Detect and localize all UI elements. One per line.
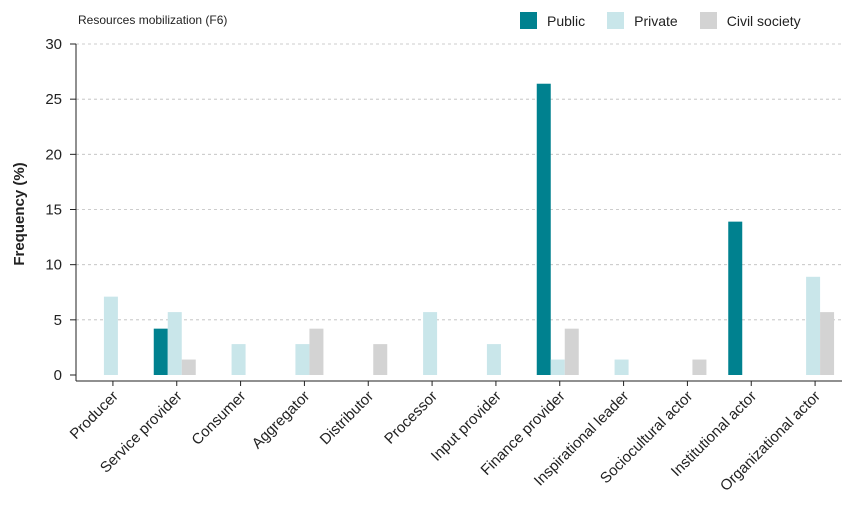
legend-label-public: Public [547, 12, 586, 29]
legend-swatch-civil-society [699, 12, 717, 29]
legend-item-private: Private [607, 12, 678, 29]
legend-label-private: Private [634, 12, 678, 29]
bar-civil-society [820, 312, 835, 375]
bar-private [423, 312, 438, 375]
bar-private [806, 276, 821, 375]
y-tick-label: 0 [54, 367, 62, 384]
bar-civil-society [181, 359, 196, 375]
y-tick-labels: 0 5 10 15 20 25 30 [45, 36, 76, 384]
y-tick-label: 15 [45, 202, 62, 219]
legend-item-civil-society: Civil society [699, 12, 801, 29]
x-tick-label: Aggregator [249, 388, 314, 453]
bar-public [153, 328, 168, 375]
legend-item-public: Public [520, 12, 585, 29]
legend-swatch-private [607, 12, 625, 29]
y-tick-label: 30 [45, 36, 62, 53]
y-axis-label: Frequency (%) [11, 162, 28, 265]
bar-private [231, 344, 246, 375]
y-tick-label: 5 [54, 312, 62, 329]
grid-lines [76, 43, 842, 321]
chart-subtitle: Resources mobilization (F6) [78, 13, 228, 27]
x-tick-label: Processor [381, 388, 441, 448]
legend-swatch-public [520, 12, 537, 29]
bar-private [295, 344, 310, 375]
bar-civil-society [564, 328, 579, 375]
bar-public [728, 221, 743, 375]
bar-civil-society [692, 359, 707, 375]
bar-civil-society [373, 344, 388, 375]
chart-legend: Public Private Civil society [520, 12, 823, 29]
y-tick-label: 25 [45, 91, 62, 108]
y-tick-label: 10 [45, 257, 62, 274]
bars [103, 83, 835, 375]
axes [75, 44, 842, 382]
bar-private [486, 344, 501, 375]
x-tick-label: Distributor [317, 388, 377, 448]
x-tick-label: Consumer [188, 388, 249, 449]
bar-private [103, 296, 118, 375]
x-tick-label: Producer [67, 388, 122, 443]
legend-label-civil-society: Civil society [726, 12, 801, 29]
bar-private [614, 359, 629, 375]
bar-private [550, 359, 565, 375]
bar-private [167, 312, 182, 375]
y-tick-label: 20 [45, 146, 62, 163]
bar-civil-society [309, 328, 324, 375]
bar-public [536, 83, 551, 375]
